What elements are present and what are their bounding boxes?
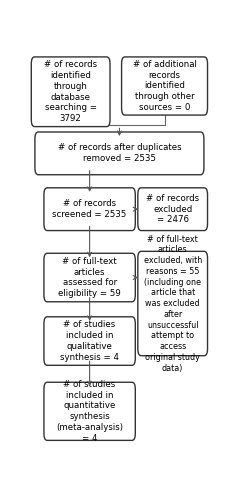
Text: # of full-text
articles
assessed for
eligibility = 59: # of full-text articles assessed for eli… bbox=[58, 257, 121, 298]
Text: # of records
excluded
= 2476: # of records excluded = 2476 bbox=[146, 194, 199, 224]
FancyBboxPatch shape bbox=[44, 317, 135, 366]
FancyBboxPatch shape bbox=[35, 132, 204, 174]
Text: # of records
identified
through
database
searching =
3792: # of records identified through database… bbox=[44, 60, 97, 123]
FancyBboxPatch shape bbox=[31, 57, 110, 126]
Text: # of records
screened = 2535: # of records screened = 2535 bbox=[52, 200, 127, 219]
FancyBboxPatch shape bbox=[44, 382, 135, 440]
Text: # of full-text
articles
excluded, with
reasons = 55
(including one
article that
: # of full-text articles excluded, with r… bbox=[144, 234, 202, 372]
FancyBboxPatch shape bbox=[138, 188, 208, 230]
FancyBboxPatch shape bbox=[44, 254, 135, 302]
FancyBboxPatch shape bbox=[138, 252, 208, 356]
Text: # of additional
records
identified
through other
sources = 0: # of additional records identified throu… bbox=[133, 60, 196, 112]
FancyBboxPatch shape bbox=[122, 57, 208, 115]
Text: # of studies
included in
qualitative
synthesis = 4: # of studies included in qualitative syn… bbox=[60, 320, 119, 362]
FancyBboxPatch shape bbox=[44, 188, 135, 230]
Text: # of studies
included in
quantitative
synthesis
(meta-analysis)
= 4: # of studies included in quantitative sy… bbox=[56, 380, 123, 442]
Text: # of records after duplicates
removed = 2535: # of records after duplicates removed = … bbox=[58, 144, 181, 163]
